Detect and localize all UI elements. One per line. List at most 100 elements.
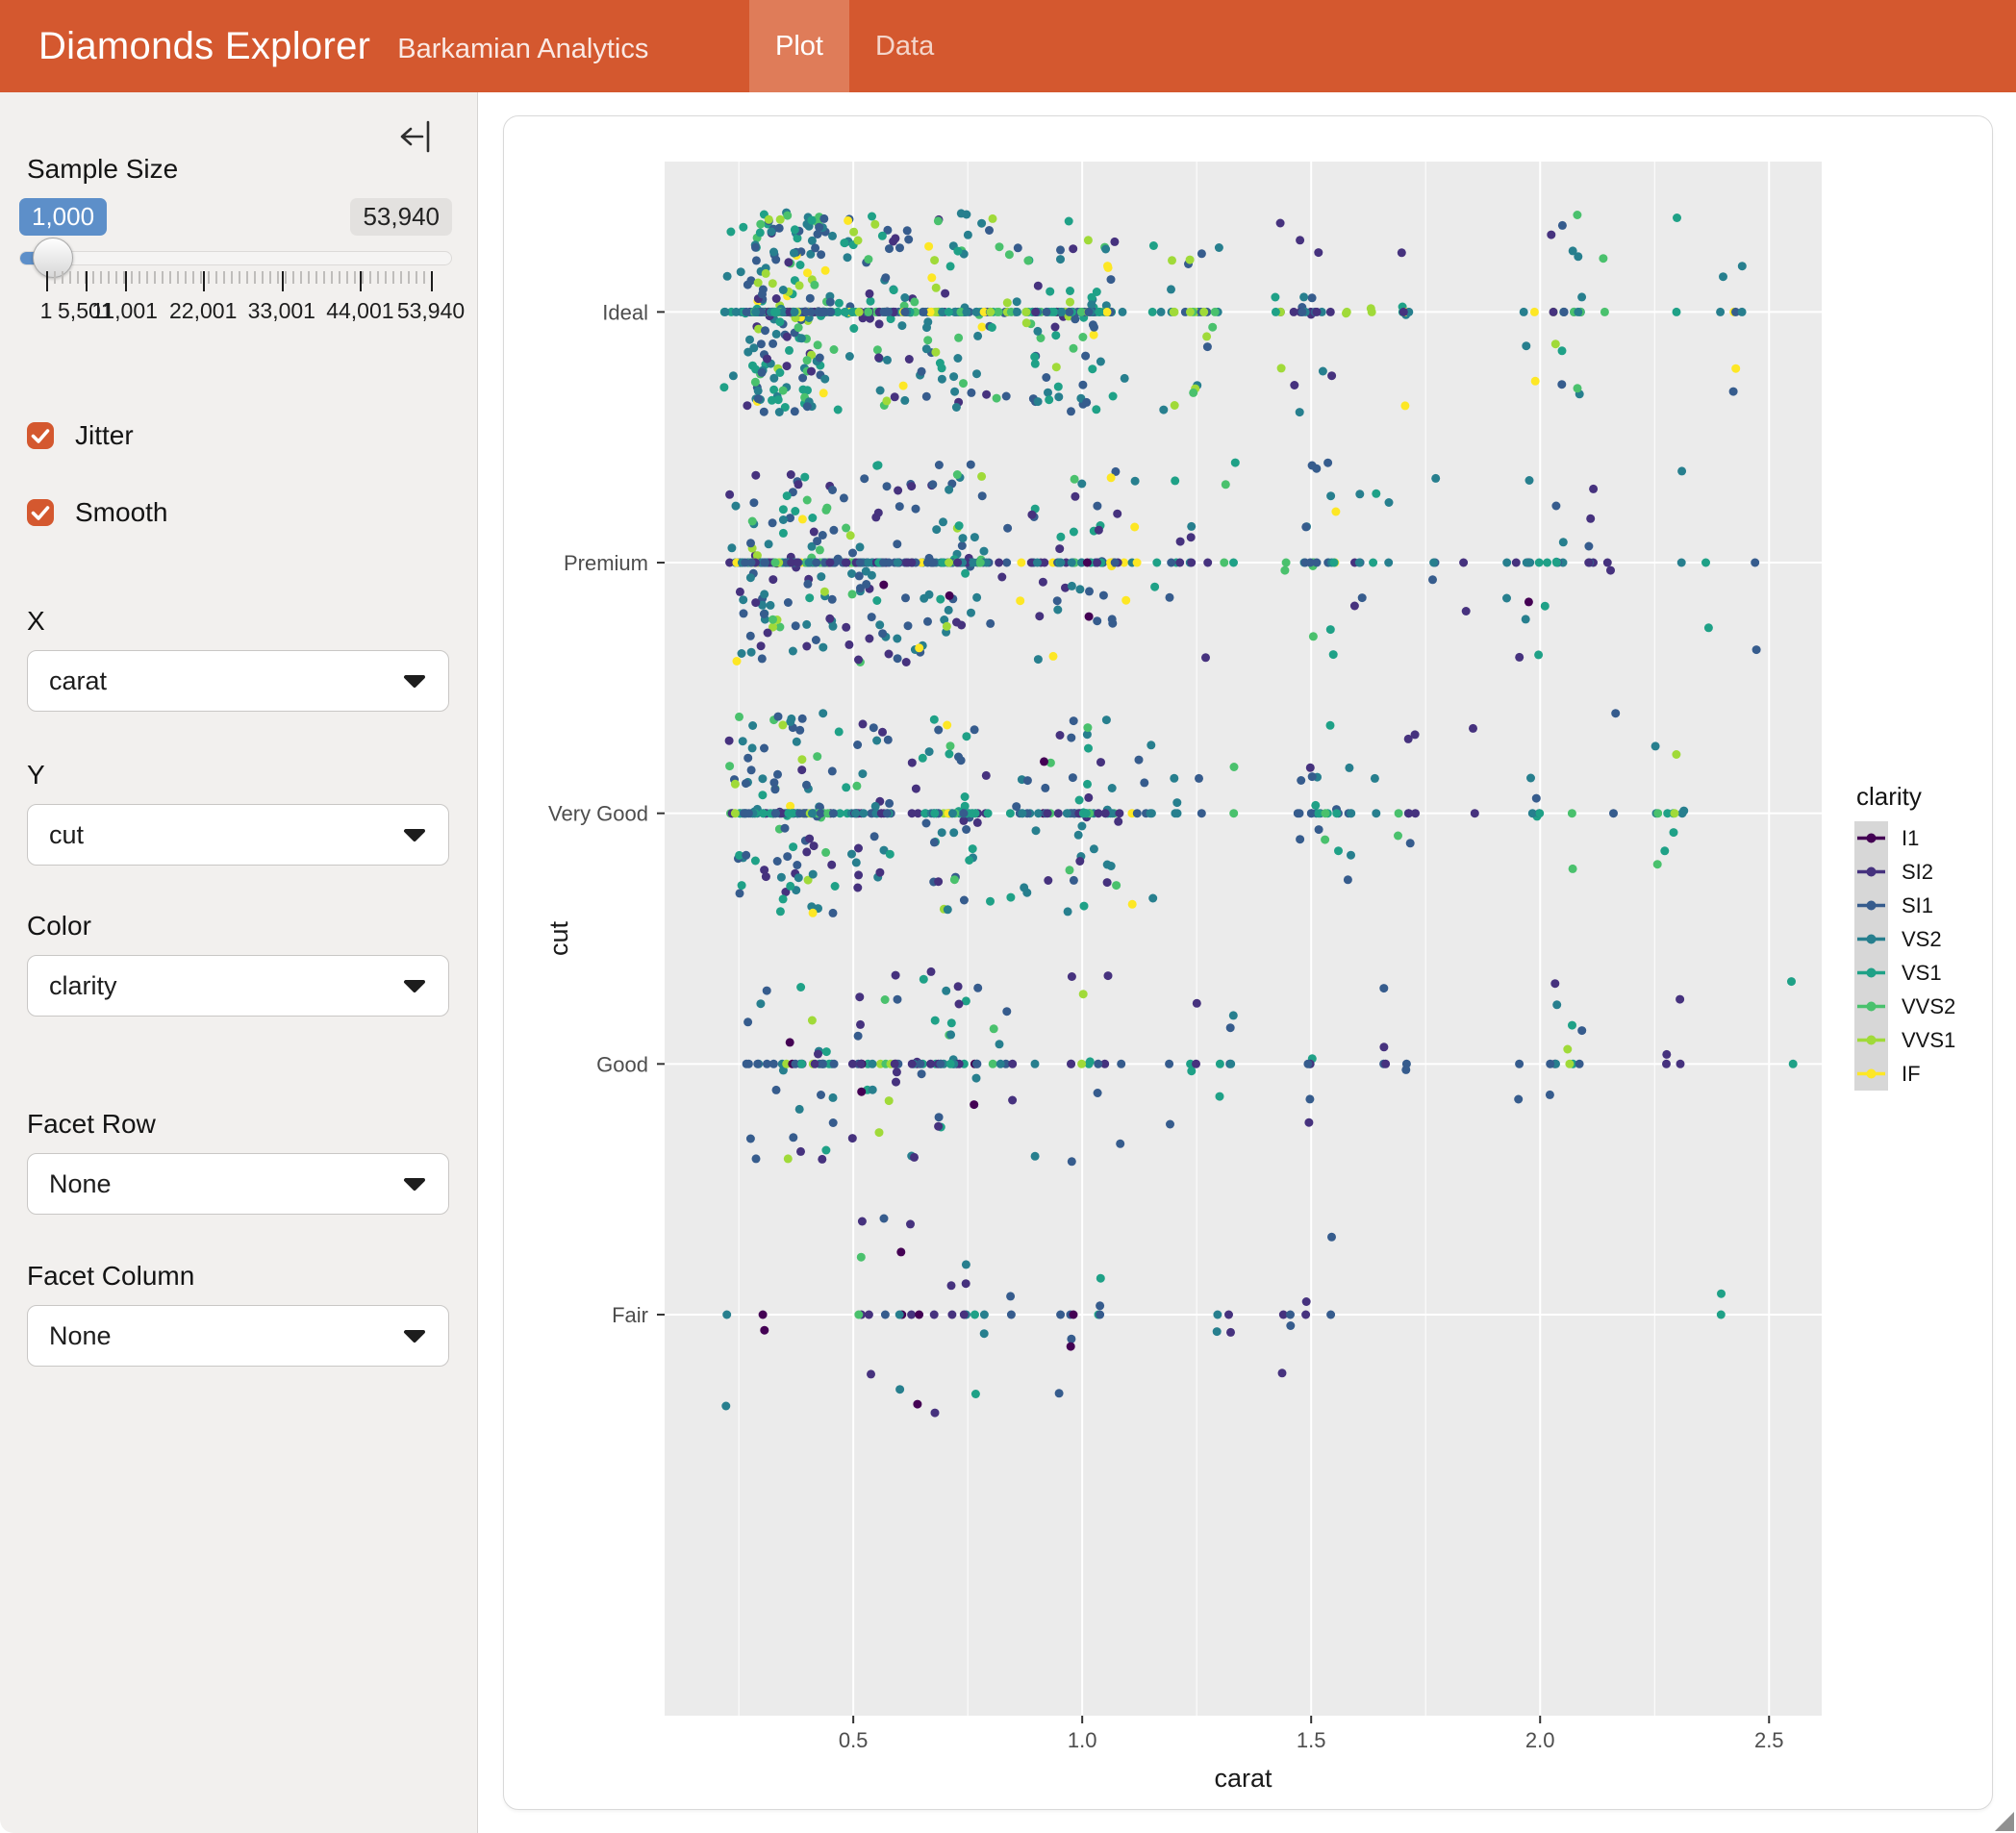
data-point xyxy=(1120,558,1129,567)
data-point xyxy=(875,867,885,877)
data-point xyxy=(1096,1273,1105,1283)
data-point xyxy=(961,996,970,1006)
data-point xyxy=(828,809,838,818)
jitter-checkbox[interactable]: Jitter xyxy=(27,420,134,451)
data-point xyxy=(1012,802,1021,812)
color-variable-select[interactable]: clarity xyxy=(27,955,449,1017)
resize-grip-icon[interactable] xyxy=(1995,1812,2014,1831)
data-point xyxy=(1281,558,1291,567)
data-point xyxy=(1127,899,1137,909)
y-variable-select[interactable]: cut xyxy=(27,804,449,866)
y-axis-title: cut xyxy=(544,920,573,956)
data-point xyxy=(1057,307,1067,316)
slider-handle[interactable] xyxy=(33,238,74,278)
x-tick-label: 1.0 xyxy=(1068,1728,1097,1752)
data-point xyxy=(805,593,815,603)
x-variable-select[interactable]: carat xyxy=(27,650,449,712)
data-point xyxy=(1565,1059,1575,1068)
data-point xyxy=(982,558,991,567)
data-point xyxy=(853,883,863,892)
data-point xyxy=(1577,1026,1587,1036)
data-point xyxy=(730,779,740,789)
facet-row-select[interactable]: None xyxy=(27,1153,449,1215)
data-point xyxy=(1543,558,1552,567)
facet-column-select[interactable]: None xyxy=(27,1305,449,1367)
data-point xyxy=(927,273,937,283)
data-point xyxy=(868,212,876,221)
data-point xyxy=(743,1059,753,1068)
data-point xyxy=(1295,408,1304,417)
data-point xyxy=(829,525,839,535)
checkbox-checked-icon xyxy=(27,422,54,449)
data-point xyxy=(811,636,820,644)
data-point xyxy=(1521,615,1530,624)
tab-data[interactable]: Data xyxy=(874,30,935,62)
data-point xyxy=(1331,507,1341,516)
data-point xyxy=(970,1310,979,1319)
data-point xyxy=(1589,484,1599,493)
data-point xyxy=(813,340,822,350)
data-point xyxy=(842,523,851,533)
data-point xyxy=(781,888,791,896)
data-point xyxy=(1557,380,1567,389)
data-point xyxy=(1064,216,1073,226)
data-point xyxy=(995,1059,1005,1068)
data-point xyxy=(971,307,981,316)
data-point xyxy=(802,402,812,412)
data-point xyxy=(1429,558,1439,567)
data-point xyxy=(1003,523,1013,533)
data-point xyxy=(745,631,755,640)
data-point xyxy=(860,474,869,484)
slider-minor-tick xyxy=(285,271,287,284)
data-point xyxy=(1068,773,1077,783)
data-point xyxy=(829,1059,839,1068)
data-point xyxy=(895,502,904,512)
data-point xyxy=(1559,307,1569,316)
data-point xyxy=(1134,755,1144,765)
smooth-checkbox[interactable]: Smooth xyxy=(27,497,168,528)
data-point xyxy=(1065,307,1074,316)
data-point xyxy=(975,558,985,567)
data-point xyxy=(722,1310,732,1319)
data-point xyxy=(864,1310,873,1319)
sidebar-collapse-icon[interactable] xyxy=(398,119,435,154)
data-point xyxy=(1100,809,1110,818)
data-point xyxy=(891,234,900,243)
data-point xyxy=(902,226,912,236)
data-point xyxy=(743,401,752,411)
data-point xyxy=(979,307,989,316)
data-point xyxy=(761,872,770,882)
data-point xyxy=(778,505,788,515)
data-point xyxy=(907,1059,917,1068)
tab-plot[interactable]: Plot xyxy=(749,0,849,92)
data-point xyxy=(1067,972,1076,981)
data-point xyxy=(919,974,928,984)
slider-track[interactable] xyxy=(19,251,452,265)
data-point xyxy=(1082,397,1092,407)
data-point xyxy=(854,571,864,581)
scatter-plot: 0.5 1.0 1.5 2.0 2.5 Ideal Premium Very Good Good… xyxy=(544,162,1822,1793)
data-point xyxy=(745,1134,755,1143)
slider-minor-tick xyxy=(100,271,102,284)
data-point xyxy=(924,747,934,757)
data-point xyxy=(827,766,837,776)
slider-minor-tick xyxy=(369,271,371,284)
slider-major-tick xyxy=(431,271,433,291)
data-point xyxy=(885,798,895,808)
data-point xyxy=(1229,809,1239,818)
data-point xyxy=(796,983,806,992)
data-point xyxy=(939,517,947,527)
data-point xyxy=(793,558,802,567)
data-point xyxy=(732,657,742,665)
slider-tick-label: 11,001 xyxy=(91,298,158,323)
data-point xyxy=(1098,590,1108,600)
data-point xyxy=(753,278,763,288)
data-point xyxy=(1568,864,1577,873)
data-point xyxy=(890,392,899,402)
data-point xyxy=(735,587,744,596)
data-point xyxy=(1676,1059,1685,1068)
slider-tick-label: 1 xyxy=(39,298,53,323)
data-point xyxy=(1021,318,1031,328)
data-point xyxy=(1056,532,1066,541)
data-point xyxy=(1067,407,1075,416)
